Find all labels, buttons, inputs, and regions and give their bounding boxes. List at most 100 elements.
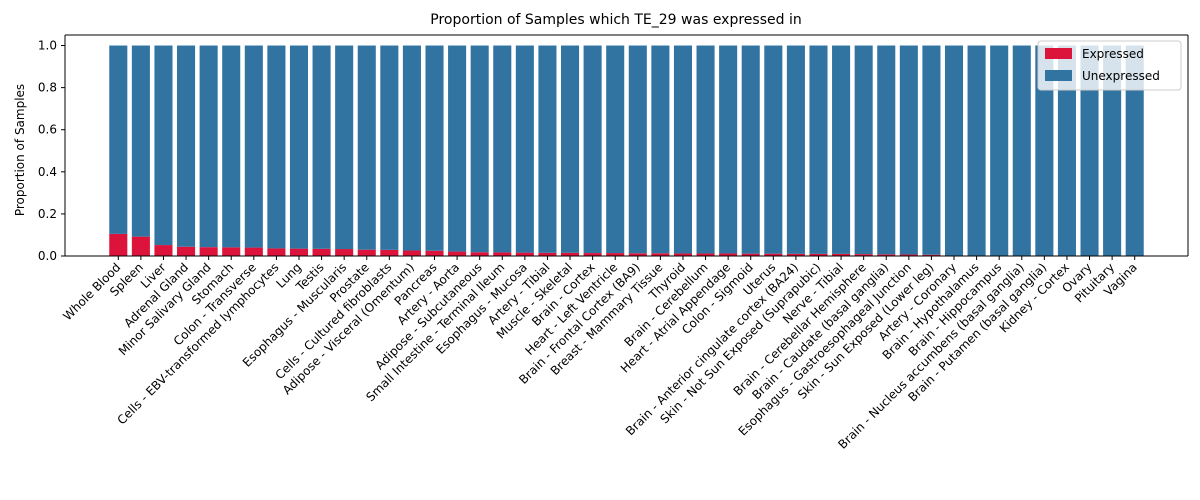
bar-expressed [448,251,467,256]
bar-expressed [606,253,625,256]
bar-unexpressed [832,45,851,254]
bar-expressed [651,253,670,256]
bar-expressed [809,253,828,256]
bar-unexpressed [154,45,173,246]
bars-group [109,45,1144,256]
bar-expressed [154,245,173,256]
bar-unexpressed [425,45,444,251]
y-tick-label: 1.0 [38,39,57,53]
bar-unexpressed [1012,45,1031,256]
bar-expressed [515,252,534,256]
bar-expressed [764,253,783,256]
legend: Expressed Unexpressed [1037,40,1182,91]
y-ticks-group: 0.0 0.2 0.4 0.6 0.8 1.0 [38,39,65,263]
bar-unexpressed [854,45,873,255]
legend-swatch-expressed [1045,48,1072,59]
bar-expressed [177,246,196,256]
bar-unexpressed [357,45,376,250]
bar-expressed [673,253,692,256]
bar-expressed [877,254,896,256]
bar-unexpressed [990,45,1009,256]
bar-unexpressed [651,45,670,254]
bar-expressed [561,252,580,256]
bar-unexpressed [583,45,602,254]
bar-unexpressed [244,45,263,248]
bar-unexpressed [967,45,986,256]
bar-expressed [109,233,128,256]
bar-expressed [628,253,647,256]
bar-unexpressed [335,45,354,250]
bar-expressed [719,253,738,256]
bar-expressed [854,254,873,256]
bar-expressed [741,253,760,256]
y-tick-label: 0.2 [38,207,57,221]
bar-expressed [470,252,489,256]
bar-unexpressed [289,45,309,249]
bar-unexpressed [402,45,421,251]
bar-unexpressed [922,45,941,255]
bar-expressed [538,252,557,256]
bar-unexpressed [764,45,783,254]
bar-unexpressed [628,45,647,254]
bar-unexpressed [719,45,738,254]
bar-expressed [402,250,421,256]
bar-unexpressed [1057,45,1076,256]
bar-unexpressed [470,45,489,253]
y-tick-label: 0.8 [38,81,57,95]
legend-label-expressed: Expressed [1082,47,1144,61]
bar-unexpressed [312,45,331,249]
bar-unexpressed [673,45,692,254]
bar-unexpressed [538,45,557,253]
bar-unexpressed [177,45,196,247]
bar-unexpressed [493,45,512,253]
legend-label-unexpressed: Unexpressed [1082,69,1160,83]
bar-expressed [425,250,444,256]
bar-expressed [583,253,602,256]
bar-unexpressed [1080,45,1099,256]
bar-expressed [832,253,851,256]
bar-expressed [899,254,918,256]
bar-unexpressed [448,45,467,252]
bar-unexpressed [561,45,580,253]
legend-frame [1037,40,1182,91]
y-tick-label: 0.4 [38,165,57,179]
bar-expressed [289,248,309,256]
bar-unexpressed [515,45,534,253]
bar-expressed [312,248,331,256]
bar-unexpressed [1103,45,1122,256]
y-tick-label: 0.6 [38,123,57,137]
bar-unexpressed [944,45,964,256]
bar-unexpressed [1035,45,1054,256]
bar-expressed [199,247,218,256]
bar-unexpressed [877,45,896,255]
bar-unexpressed [899,45,918,255]
bar-expressed [267,248,286,256]
bar-unexpressed [696,45,715,254]
bar-expressed [696,253,715,256]
legend-swatch-unexpressed [1045,70,1072,81]
bar-unexpressed [222,45,241,248]
bar-expressed [922,254,941,256]
bar-expressed [335,249,354,256]
bar-expressed [131,236,150,256]
bar-unexpressed [1125,45,1144,256]
bar-unexpressed [809,45,828,254]
y-axis-title: Proportion of Samples [13,84,27,216]
bar-unexpressed [786,45,805,254]
bar-expressed [380,249,399,256]
bar-unexpressed [109,45,128,234]
axes-group [64,34,1189,257]
bar-expressed [493,252,512,256]
bar-unexpressed [131,45,150,237]
bar-expressed [222,247,241,256]
chart-title: Proportion of Samples which TE_29 was ex… [430,12,801,28]
bar-expressed [357,249,376,256]
bar-unexpressed [606,45,625,254]
bar-expressed [244,247,263,256]
bar-expressed [786,253,805,256]
bar-unexpressed [267,45,286,249]
bar-unexpressed [741,45,760,254]
